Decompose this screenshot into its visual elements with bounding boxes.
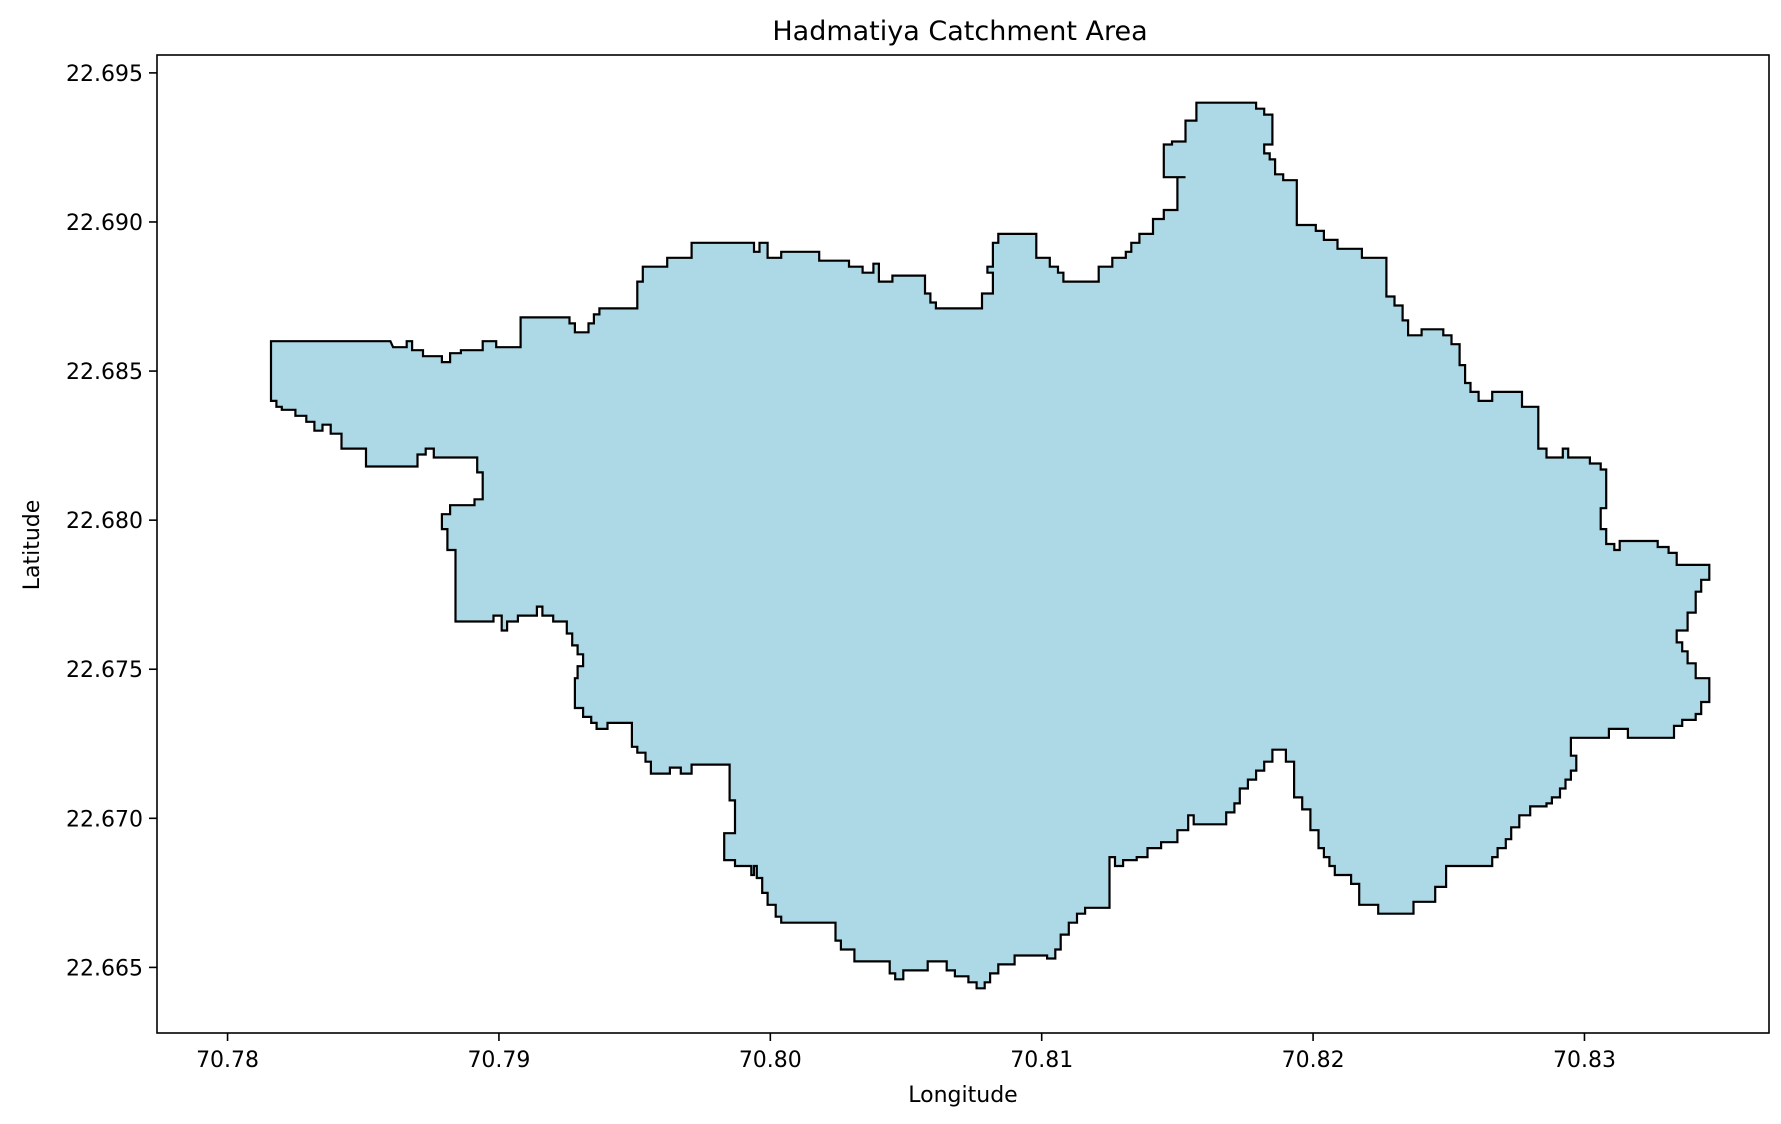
y-tick-label: 22.695: [66, 62, 143, 87]
plot-area: [269, 101, 1711, 990]
axes-frame: [156, 54, 1770, 1034]
y-tick-label: 22.675: [66, 658, 143, 683]
x-axis-label: Longitude: [908, 1083, 1017, 1108]
x-tick-label: 70.80: [739, 1048, 802, 1073]
x-axis-ticks: 70.78 70.79 70.80 70.81 70.82 70.83: [196, 1033, 1616, 1073]
x-tick-label: 70.83: [1553, 1048, 1616, 1073]
chart-title: Hadmatiya Catchment Area: [772, 16, 1147, 47]
y-tick-label: 22.665: [66, 956, 143, 981]
x-tick-label: 70.79: [467, 1048, 530, 1073]
x-tick-label: 70.81: [1010, 1048, 1073, 1073]
y-tick-label: 22.685: [66, 360, 143, 385]
y-axis-label: Latitude: [20, 500, 45, 591]
x-tick-label: 70.78: [196, 1048, 259, 1073]
y-tick-label: 22.690: [66, 211, 143, 236]
catchment-polygon: [269, 101, 1711, 990]
x-tick-label: 70.82: [1282, 1048, 1345, 1073]
y-axis-ticks: 22.665 22.670 22.675 22.680 22.685 22.690 22.6…: [66, 62, 157, 981]
y-tick-label: 22.670: [66, 807, 143, 832]
y-tick-label: 22.680: [66, 509, 143, 534]
